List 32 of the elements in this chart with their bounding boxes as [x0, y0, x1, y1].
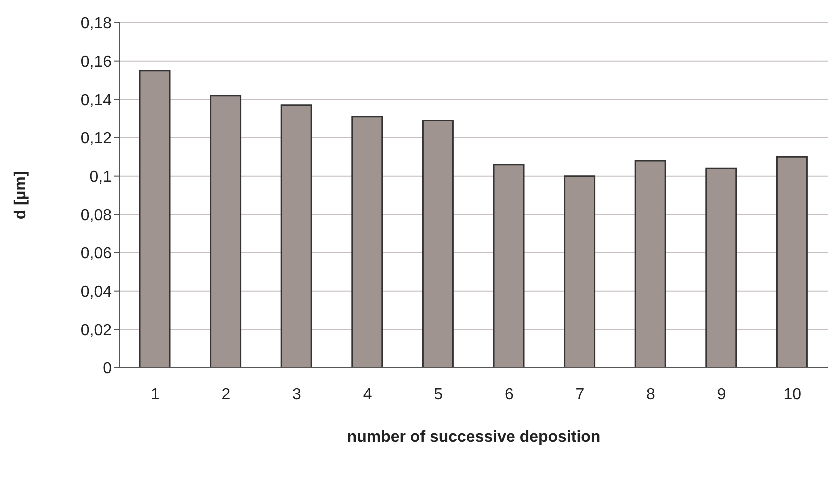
bar: [564, 176, 596, 368]
bar: [280, 104, 312, 368]
y-tick-label: 0,08: [80, 207, 112, 224]
x-tick-label: 8: [646, 386, 656, 404]
y-tick-label: 0,1: [90, 169, 112, 186]
x-tick-label: 9: [717, 386, 726, 404]
x-axis-title: number of successive deposition: [347, 429, 601, 446]
y-tick-label: 0,06: [80, 246, 112, 263]
y-tick-label: 0,14: [80, 92, 112, 110]
y-tick-label: 0,02: [80, 322, 112, 340]
bar: [352, 116, 384, 368]
x-tick-label: 6: [504, 386, 514, 404]
y-tick-label: 0,04: [80, 284, 112, 302]
y-tick-label: 0,18: [80, 16, 112, 33]
y-tick-label: 0,12: [80, 130, 112, 148]
bar: [210, 95, 242, 368]
y-tick-label: 0,16: [80, 54, 112, 72]
bar: [706, 168, 738, 368]
bar: [493, 164, 525, 368]
y-axis-title: d [µm]: [12, 171, 30, 220]
x-tick-label: 4: [363, 386, 372, 404]
bar: [422, 120, 454, 368]
bar: [776, 156, 808, 368]
x-tick-label: 3: [292, 386, 302, 404]
bar: [634, 160, 666, 368]
x-tick-label: 7: [576, 386, 585, 404]
x-tick-label: 2: [222, 386, 231, 404]
x-tick-label: 1: [150, 386, 160, 404]
bar: [139, 70, 171, 368]
y-tick-label: 0: [103, 360, 112, 378]
x-tick-label: 5: [434, 386, 444, 404]
x-tick-label: 10: [784, 386, 802, 404]
